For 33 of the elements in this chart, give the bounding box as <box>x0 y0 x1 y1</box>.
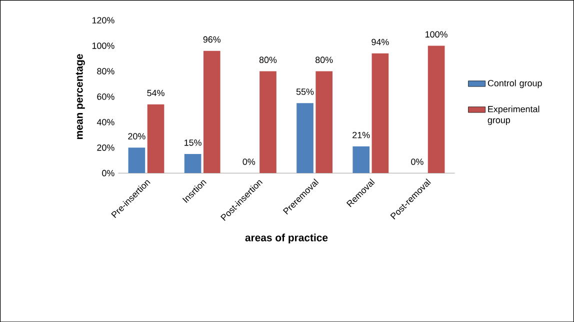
data-label: 100% <box>426 31 448 38</box>
data-label: 0% <box>242 158 256 165</box>
y-tick-label: 20% <box>97 144 114 151</box>
x-axis-title: areas of practice <box>245 234 328 244</box>
y-tick-label: 60% <box>97 93 114 100</box>
legend-label: Control group <box>488 80 542 88</box>
legend-label: Experimental group <box>488 106 540 125</box>
data-label: 54% <box>147 90 164 96</box>
bar <box>147 104 164 173</box>
data-label: 15% <box>184 139 202 146</box>
data-label: 0% <box>411 158 424 165</box>
y-tick-label: 0% <box>102 170 114 176</box>
data-label: 55% <box>296 88 314 95</box>
bar <box>316 71 333 173</box>
data-label: 21% <box>352 132 370 138</box>
bar <box>184 154 202 173</box>
y-axis-title: mean percentage <box>76 54 85 139</box>
data-label: 80% <box>316 56 333 63</box>
y-tick-label: 80% <box>97 68 114 74</box>
data-label: 96% <box>203 36 221 43</box>
bar <box>260 71 276 173</box>
data-label: 80% <box>259 56 277 63</box>
data-label: 20% <box>128 132 146 140</box>
bar <box>203 50 220 173</box>
y-tick-label: 40% <box>96 118 114 126</box>
bar <box>372 53 389 173</box>
data-label: 94% <box>372 38 389 46</box>
bar <box>352 146 370 173</box>
bar <box>296 102 314 173</box>
y-tick-label: 100% <box>92 42 114 49</box>
bar <box>428 46 445 173</box>
bar <box>128 148 146 173</box>
y-tick-label: 120% <box>92 16 114 24</box>
